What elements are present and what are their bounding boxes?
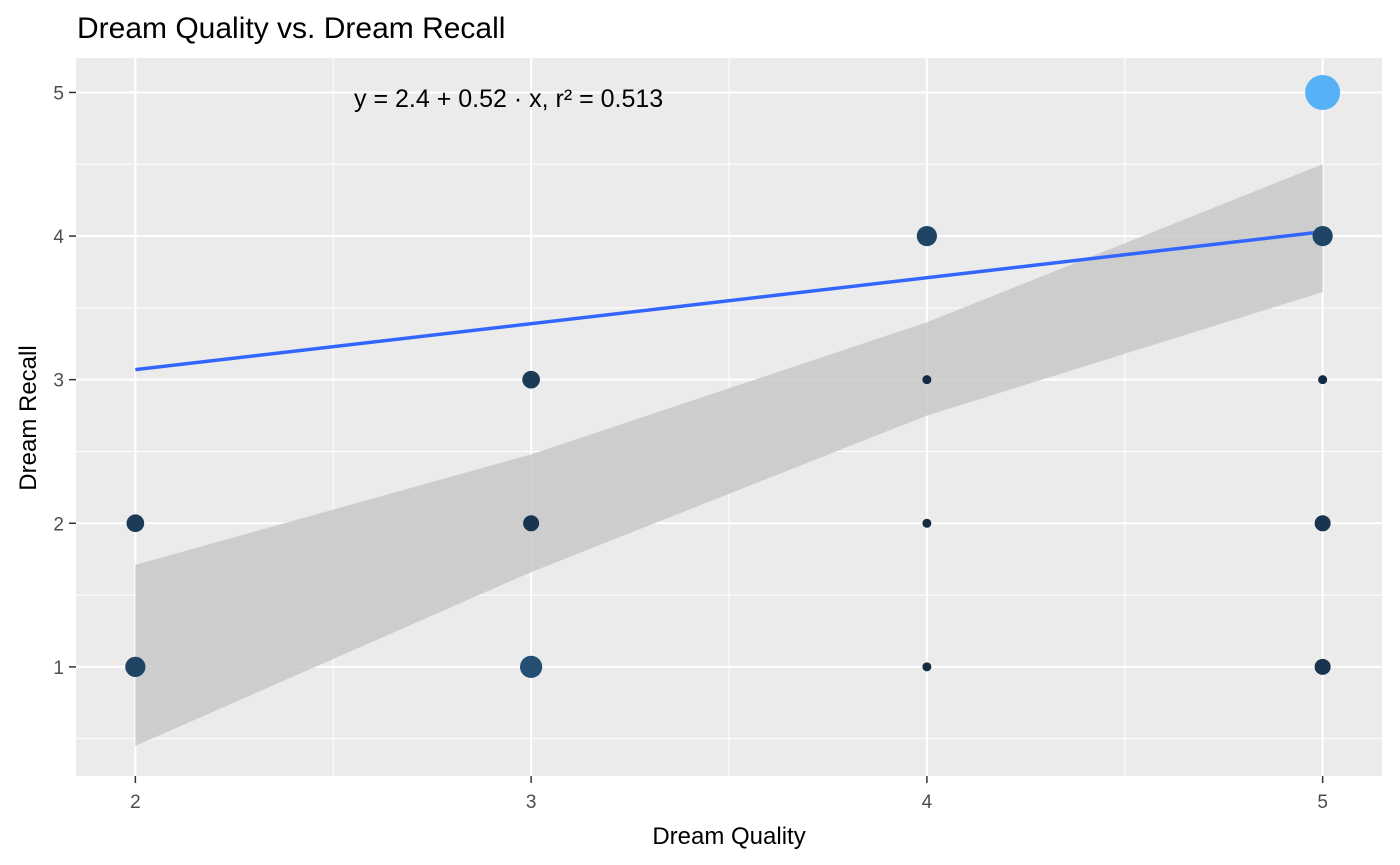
- data-point: [523, 515, 540, 532]
- y-tick-label: 3: [53, 371, 64, 392]
- data-point: [520, 655, 543, 678]
- data-points: [125, 74, 1341, 678]
- y-tick-label: 2: [53, 514, 64, 535]
- chart-title: Dream Quality vs. Dream Recall: [77, 12, 506, 45]
- data-point: [1314, 515, 1331, 532]
- data-point: [922, 662, 932, 672]
- x-tick-label: 4: [922, 792, 933, 813]
- x-tick-label: 5: [1317, 792, 1328, 813]
- data-point: [125, 656, 146, 677]
- data-point: [916, 225, 937, 247]
- regression-line: [135, 230, 1323, 372]
- data-point: [1314, 658, 1331, 675]
- regression-equation: y = 2.4 + 0.52 · x, r² = 0.513: [354, 85, 663, 113]
- data-point: [922, 375, 932, 385]
- x-tick-label: 3: [526, 792, 537, 813]
- y-axis-title: Dream Recall: [15, 345, 42, 490]
- data-point: [1312, 225, 1333, 247]
- y-axis-ticks: 1 2 3 4 5: [53, 83, 76, 679]
- data-point: [1305, 74, 1341, 110]
- y-tick-label: 1: [53, 658, 64, 679]
- data-point: [126, 514, 145, 533]
- data-point: [922, 518, 932, 528]
- confidence-band: [135, 164, 1323, 746]
- data-point: [522, 370, 540, 389]
- x-axis-title: Dream Quality: [652, 823, 805, 850]
- y-tick-label: 4: [53, 227, 64, 248]
- y-tick-label: 5: [53, 83, 64, 104]
- data-point: [1318, 375, 1328, 385]
- x-tick-label: 2: [130, 792, 141, 813]
- x-axis-ticks: 2 3 4 5: [130, 776, 1328, 813]
